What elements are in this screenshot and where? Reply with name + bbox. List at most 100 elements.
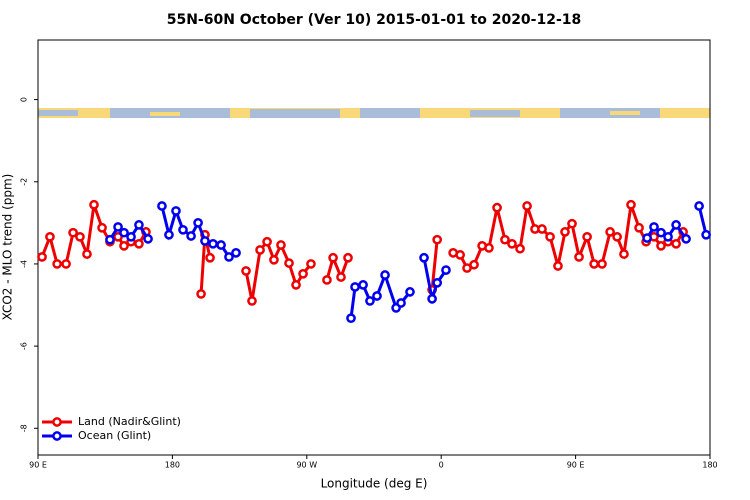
data-point bbox=[365, 296, 375, 306]
data-point bbox=[336, 272, 346, 282]
chart-title: 55N-60N October (Ver 10) 2015-01-01 to 2… bbox=[167, 12, 582, 28]
data-point bbox=[200, 236, 210, 246]
data-point bbox=[358, 280, 368, 290]
x-tick-label: 180 bbox=[165, 461, 180, 470]
data-point bbox=[178, 224, 188, 235]
data-point bbox=[537, 224, 547, 234]
data-point bbox=[37, 252, 47, 262]
data-point bbox=[441, 265, 451, 275]
data-point bbox=[372, 291, 382, 301]
data-point bbox=[545, 231, 555, 242]
map-strip bbox=[38, 108, 710, 118]
data-point bbox=[113, 222, 123, 232]
legend-label: Land (Nadir&Glint) bbox=[78, 415, 181, 428]
data-point bbox=[119, 241, 129, 251]
data-point bbox=[574, 252, 584, 262]
data-point bbox=[143, 234, 153, 244]
data-point bbox=[224, 252, 234, 262]
data-point bbox=[276, 240, 286, 250]
data-point bbox=[605, 227, 615, 237]
data-point bbox=[642, 233, 652, 243]
data-point bbox=[205, 252, 215, 263]
legend-label: Ocean (Glint) bbox=[78, 429, 151, 442]
x-tick-label: 180 bbox=[702, 461, 717, 470]
data-point bbox=[126, 231, 136, 242]
data-point bbox=[216, 240, 226, 250]
data-point bbox=[380, 270, 390, 280]
data-point bbox=[419, 252, 429, 263]
data-point bbox=[455, 250, 466, 260]
y-tick-label: -8 bbox=[20, 424, 29, 432]
data-point bbox=[492, 202, 502, 213]
data-point bbox=[619, 249, 629, 259]
data-point bbox=[656, 227, 666, 238]
legend-marker bbox=[52, 431, 62, 441]
data-point bbox=[522, 201, 532, 211]
data-point bbox=[68, 227, 78, 238]
data-point bbox=[164, 229, 174, 240]
data-point bbox=[328, 252, 338, 263]
data-point bbox=[671, 220, 681, 230]
data-point bbox=[343, 252, 353, 263]
data-point bbox=[396, 298, 406, 308]
data-point bbox=[484, 243, 494, 253]
data-point bbox=[469, 259, 479, 270]
data-point bbox=[656, 241, 666, 251]
data-point bbox=[247, 296, 257, 306]
x-tick-label: 90 E bbox=[29, 461, 47, 470]
data-point bbox=[119, 227, 129, 238]
y-axis-label: XCO2 - MLO trend (ppm) bbox=[1, 174, 15, 321]
data-point bbox=[231, 247, 241, 258]
x-axis-label: Longitude (deg E) bbox=[321, 477, 428, 491]
data-point bbox=[405, 287, 415, 297]
data-point bbox=[500, 234, 510, 245]
data-point bbox=[193, 217, 203, 228]
plot-frame bbox=[37, 39, 711, 456]
x-tick-label: 90 E bbox=[567, 461, 585, 470]
data-point bbox=[567, 218, 577, 229]
data-point bbox=[82, 249, 92, 259]
data-point bbox=[241, 266, 251, 276]
data-point bbox=[186, 231, 196, 241]
data-point bbox=[515, 243, 525, 254]
data-point bbox=[507, 238, 517, 249]
y-tick-label: -6 bbox=[20, 342, 29, 350]
data-point bbox=[196, 289, 206, 299]
data-point bbox=[75, 231, 85, 242]
data-point bbox=[582, 231, 592, 242]
y-tick-label: 0 bbox=[20, 97, 29, 102]
data-point bbox=[612, 231, 622, 242]
data-point bbox=[52, 259, 62, 269]
data-point bbox=[694, 201, 704, 211]
data-point bbox=[589, 259, 599, 269]
data-point bbox=[291, 280, 301, 290]
data-point bbox=[553, 261, 563, 271]
data-point bbox=[427, 294, 437, 304]
data-point bbox=[671, 238, 681, 249]
legend: Land (Nadir&Glint)Ocean (Glint) bbox=[42, 415, 181, 442]
data-point bbox=[262, 236, 272, 247]
data-point bbox=[634, 222, 644, 233]
data-point bbox=[89, 199, 99, 210]
data-point bbox=[701, 229, 711, 240]
data-point bbox=[432, 234, 443, 245]
y-tick-label: -4 bbox=[20, 260, 29, 268]
data-point bbox=[157, 201, 167, 211]
data-point bbox=[134, 238, 144, 249]
data-point bbox=[649, 222, 659, 232]
x-tick-label: 0 bbox=[439, 461, 444, 470]
y-tick-label: -2 bbox=[20, 178, 29, 186]
data-point bbox=[597, 259, 607, 269]
data-point bbox=[432, 277, 443, 288]
data-point bbox=[322, 275, 332, 285]
data-point bbox=[97, 222, 107, 233]
data-point bbox=[681, 234, 691, 244]
data-point bbox=[105, 234, 115, 245]
data-point bbox=[284, 258, 294, 268]
x-tick-label: 90 W bbox=[296, 461, 317, 470]
data-point bbox=[626, 199, 636, 210]
data-point bbox=[255, 245, 265, 255]
data-point bbox=[350, 282, 360, 292]
data-point bbox=[269, 254, 279, 265]
